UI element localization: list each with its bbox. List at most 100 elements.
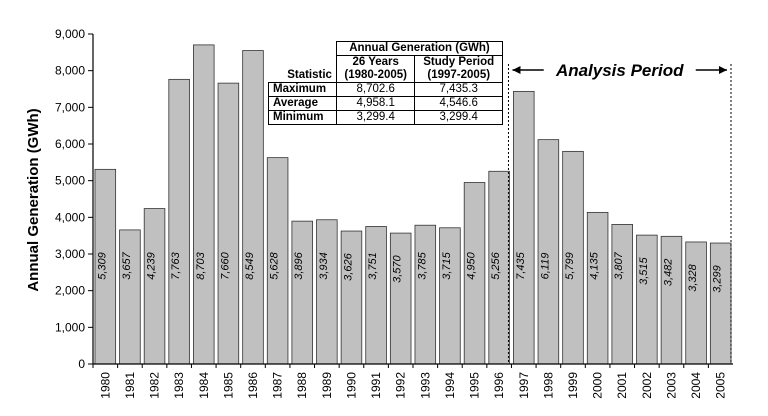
row-label: Maximum (268, 82, 337, 97)
y-tick-label: 5,000 (55, 174, 85, 188)
bar-value-label: 5,256 (490, 251, 502, 279)
x-tick-label: 2005 (714, 372, 728, 399)
analysis-period-label: Analysis Period (555, 61, 684, 80)
bar-1997 (513, 90, 535, 365)
table-header: Annual Generation (GWh) (335, 41, 504, 56)
bar-1983 (168, 78, 190, 365)
bar-1994 (439, 227, 461, 365)
arrow-right-icon (719, 66, 727, 74)
bar-value-label: 8,703 (195, 251, 207, 279)
bar-1981 (119, 229, 141, 365)
bar-value-label: 3,785 (416, 251, 428, 279)
bar-1993 (414, 224, 437, 365)
y-axis-label: Annual Generation (GWh) (25, 108, 42, 291)
x-tick-label: 1985 (221, 372, 235, 399)
row-value-study-period: 3,299.4 (414, 110, 503, 125)
x-tick-label: 1988 (295, 372, 309, 399)
x-tick-label: 2002 (640, 372, 654, 399)
x-tick-label: 2001 (615, 372, 629, 399)
bar-value-label: 3,515 (638, 256, 650, 284)
x-tick-label: 1990 (344, 372, 358, 399)
statistics-table: Annual Generation (GWh) Statistic 26 Yea… (268, 41, 504, 125)
x-tick-label: 1981 (123, 372, 137, 399)
bar-value-label: 7,435 (515, 251, 527, 279)
y-tick-label: 7,000 (55, 100, 85, 114)
y-tick-label: 3,000 (55, 247, 85, 261)
bar-value-label: 5,309 (96, 252, 108, 280)
x-tick-label: 1992 (394, 372, 408, 399)
col-study-period-title: Study Period (423, 56, 495, 68)
y-tick-label: 0 (78, 357, 85, 371)
x-tick-label: 2003 (664, 372, 678, 399)
x-tick-label: 1999 (566, 372, 580, 399)
bar-value-label: 4,950 (466, 251, 478, 279)
x-tick-label: 1994 (443, 372, 457, 399)
bar-value-label: 3,751 (367, 252, 379, 280)
x-tick-label: 1996 (492, 372, 506, 399)
y-tick-label: 9,000 (55, 27, 85, 41)
row-value-study-period: 4,546.6 (414, 96, 503, 111)
x-tick-label: 1984 (197, 372, 211, 399)
table-row: Average 4,958.1 4,546.6 (268, 96, 503, 111)
bar-2000 (586, 211, 609, 365)
col-study-period-header: Study Period (1997-2005) (414, 55, 503, 83)
bar-1992 (389, 232, 412, 365)
bar-value-label: 3,299 (712, 265, 724, 293)
x-tick-label: 1987 (271, 372, 285, 399)
bar-2005 (709, 242, 732, 365)
bar-1990 (340, 230, 363, 365)
table-row: Maximum 8,702.6 7,435.3 (268, 82, 503, 97)
col-26-years-title: 26 Years (352, 56, 399, 68)
x-tick-label: 1980 (98, 372, 112, 399)
row-value-26-years: 4,958.1 (335, 96, 416, 111)
y-tick-label: 8,000 (55, 64, 85, 78)
bar-2003 (660, 235, 683, 365)
x-tick-label: 1995 (468, 372, 482, 399)
x-tick-label: 1997 (517, 372, 531, 399)
x-tick-label: 2004 (689, 372, 703, 399)
x-tick-label: 1993 (418, 372, 432, 399)
bar-1985 (217, 82, 240, 365)
bar-value-label: 4,239 (146, 252, 158, 280)
bar-value-label: 3,715 (441, 251, 453, 279)
x-tick-label: 1982 (148, 372, 162, 399)
bar-1998 (537, 139, 560, 365)
bar-2001 (611, 224, 633, 365)
bar-value-label: 5,799 (564, 252, 576, 280)
bar-1982 (143, 208, 166, 365)
bar-value-label: 3,482 (662, 259, 674, 287)
x-tick-label: 1989 (320, 372, 334, 399)
bar-1986 (242, 50, 264, 365)
row-value-study-period: 7,435.3 (414, 82, 503, 97)
bar-value-label: 7,660 (219, 251, 231, 279)
table-corner (269, 42, 337, 56)
row-label: Minimum (268, 110, 337, 125)
bar-value-label: 3,657 (121, 251, 133, 279)
bar-value-label: 3,896 (293, 251, 305, 279)
bar-value-label: 3,934 (318, 252, 330, 280)
bar-2004 (685, 241, 707, 365)
bar-value-label: 8,549 (244, 252, 256, 280)
bar-value-label: 3,807 (613, 251, 625, 279)
row-value-26-years: 8,702.6 (335, 82, 416, 97)
statistic-header: Statistic (268, 55, 337, 83)
bar-1989 (316, 219, 338, 365)
row-value-26-years: 3,299.4 (335, 110, 416, 125)
bar-value-label: 3,626 (342, 252, 354, 280)
bar-1988 (291, 220, 313, 365)
table-row: Minimum 3,299.4 3,299.4 (268, 110, 503, 125)
bar-1991 (365, 226, 387, 365)
x-tick-label: 1983 (172, 372, 186, 399)
bar-value-label: 3,328 (687, 263, 699, 291)
bar-value-label: 3,570 (392, 254, 404, 282)
bar-2002 (636, 234, 658, 365)
col-26-years-header: 26 Years (1980-2005) (335, 55, 416, 83)
row-label: Average (268, 96, 337, 111)
y-tick-label: 2,000 (55, 284, 85, 298)
y-tick-label: 4,000 (55, 210, 85, 224)
y-tick-label: 1,000 (55, 320, 85, 334)
y-tick-label: 6,000 (55, 137, 85, 151)
bar-value-label: 6,119 (539, 253, 551, 280)
arrow-left-icon (512, 66, 521, 74)
